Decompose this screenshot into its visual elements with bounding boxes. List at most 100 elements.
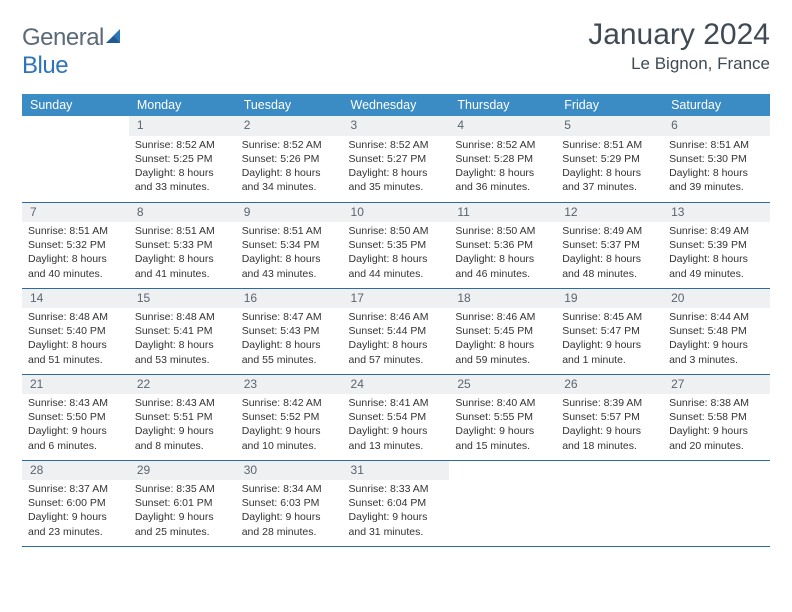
calendar-day-cell: 9Sunrise: 8:51 AMSunset: 5:34 PMDaylight…	[236, 202, 343, 288]
day-details: Sunrise: 8:38 AMSunset: 5:58 PMDaylight:…	[663, 394, 770, 457]
title-block: January 2024 Le Bignon, France	[588, 18, 770, 74]
day-number: 4	[449, 116, 556, 136]
day-number: 14	[22, 289, 129, 309]
day-number: 28	[22, 461, 129, 481]
calendar-week-row: 21Sunrise: 8:43 AMSunset: 5:50 PMDayligh…	[22, 374, 770, 460]
brand-sail-icon	[104, 24, 124, 52]
calendar-day-cell: 19Sunrise: 8:45 AMSunset: 5:47 PMDayligh…	[556, 288, 663, 374]
calendar-day-cell: 14Sunrise: 8:48 AMSunset: 5:40 PMDayligh…	[22, 288, 129, 374]
day-details: Sunrise: 8:35 AMSunset: 6:01 PMDaylight:…	[129, 480, 236, 543]
day-number	[556, 461, 663, 481]
day-number: 23	[236, 375, 343, 395]
calendar-day-cell: 24Sunrise: 8:41 AMSunset: 5:54 PMDayligh…	[343, 374, 450, 460]
calendar-day-cell: 22Sunrise: 8:43 AMSunset: 5:51 PMDayligh…	[129, 374, 236, 460]
day-details: Sunrise: 8:43 AMSunset: 5:51 PMDaylight:…	[129, 394, 236, 457]
calendar-day-cell: 25Sunrise: 8:40 AMSunset: 5:55 PMDayligh…	[449, 374, 556, 460]
day-details: Sunrise: 8:34 AMSunset: 6:03 PMDaylight:…	[236, 480, 343, 543]
calendar-day-cell: 20Sunrise: 8:44 AMSunset: 5:48 PMDayligh…	[663, 288, 770, 374]
day-number: 21	[22, 375, 129, 395]
day-number	[449, 461, 556, 481]
day-number: 19	[556, 289, 663, 309]
day-details: Sunrise: 8:52 AMSunset: 5:28 PMDaylight:…	[449, 136, 556, 199]
weekday-header: Sunday	[22, 94, 129, 116]
day-details: Sunrise: 8:51 AMSunset: 5:32 PMDaylight:…	[22, 222, 129, 285]
day-details: Sunrise: 8:45 AMSunset: 5:47 PMDaylight:…	[556, 308, 663, 371]
calendar-day-cell: 6Sunrise: 8:51 AMSunset: 5:30 PMDaylight…	[663, 116, 770, 202]
day-details: Sunrise: 8:51 AMSunset: 5:30 PMDaylight:…	[663, 136, 770, 199]
day-number: 12	[556, 203, 663, 223]
day-number: 3	[343, 116, 450, 136]
calendar-day-cell	[22, 116, 129, 202]
day-number: 15	[129, 289, 236, 309]
day-details: Sunrise: 8:52 AMSunset: 5:27 PMDaylight:…	[343, 136, 450, 199]
calendar-day-cell: 26Sunrise: 8:39 AMSunset: 5:57 PMDayligh…	[556, 374, 663, 460]
calendar-table: Sunday Monday Tuesday Wednesday Thursday…	[22, 94, 770, 547]
calendar-day-cell: 3Sunrise: 8:52 AMSunset: 5:27 PMDaylight…	[343, 116, 450, 202]
calendar-week-row: 1Sunrise: 8:52 AMSunset: 5:25 PMDaylight…	[22, 116, 770, 202]
calendar-day-cell: 30Sunrise: 8:34 AMSunset: 6:03 PMDayligh…	[236, 460, 343, 546]
day-details: Sunrise: 8:52 AMSunset: 5:25 PMDaylight:…	[129, 136, 236, 199]
weekday-header: Wednesday	[343, 94, 450, 116]
day-details: Sunrise: 8:51 AMSunset: 5:29 PMDaylight:…	[556, 136, 663, 199]
calendar-day-cell	[449, 460, 556, 546]
day-number: 8	[129, 203, 236, 223]
calendar-day-cell: 12Sunrise: 8:49 AMSunset: 5:37 PMDayligh…	[556, 202, 663, 288]
calendar-day-cell: 7Sunrise: 8:51 AMSunset: 5:32 PMDaylight…	[22, 202, 129, 288]
day-number: 30	[236, 461, 343, 481]
weekday-header: Thursday	[449, 94, 556, 116]
day-number: 20	[663, 289, 770, 309]
calendar-day-cell: 13Sunrise: 8:49 AMSunset: 5:39 PMDayligh…	[663, 202, 770, 288]
brand-text: General Blue	[22, 24, 124, 80]
day-number: 2	[236, 116, 343, 136]
day-details: Sunrise: 8:50 AMSunset: 5:36 PMDaylight:…	[449, 222, 556, 285]
header: General Blue January 2024 Le Bignon, Fra…	[22, 18, 770, 80]
weekday-header: Saturday	[663, 94, 770, 116]
day-number	[22, 116, 129, 136]
day-number: 16	[236, 289, 343, 309]
calendar-day-cell: 16Sunrise: 8:47 AMSunset: 5:43 PMDayligh…	[236, 288, 343, 374]
day-number: 18	[449, 289, 556, 309]
day-number: 6	[663, 116, 770, 136]
weekday-header: Tuesday	[236, 94, 343, 116]
day-details: Sunrise: 8:41 AMSunset: 5:54 PMDaylight:…	[343, 394, 450, 457]
day-details: Sunrise: 8:44 AMSunset: 5:48 PMDaylight:…	[663, 308, 770, 371]
day-details: Sunrise: 8:48 AMSunset: 5:41 PMDaylight:…	[129, 308, 236, 371]
day-details: Sunrise: 8:37 AMSunset: 6:00 PMDaylight:…	[22, 480, 129, 543]
day-number: 31	[343, 461, 450, 481]
day-number: 9	[236, 203, 343, 223]
day-number: 24	[343, 375, 450, 395]
brand-logo: General Blue	[22, 18, 124, 80]
day-number: 7	[22, 203, 129, 223]
weekday-header-row: Sunday Monday Tuesday Wednesday Thursday…	[22, 94, 770, 116]
day-number: 29	[129, 461, 236, 481]
calendar-day-cell: 4Sunrise: 8:52 AMSunset: 5:28 PMDaylight…	[449, 116, 556, 202]
location-label: Le Bignon, France	[588, 54, 770, 74]
weekday-header: Friday	[556, 94, 663, 116]
calendar-day-cell: 29Sunrise: 8:35 AMSunset: 6:01 PMDayligh…	[129, 460, 236, 546]
day-details: Sunrise: 8:51 AMSunset: 5:33 PMDaylight:…	[129, 222, 236, 285]
day-number: 25	[449, 375, 556, 395]
day-details: Sunrise: 8:50 AMSunset: 5:35 PMDaylight:…	[343, 222, 450, 285]
calendar-day-cell	[556, 460, 663, 546]
day-details: Sunrise: 8:47 AMSunset: 5:43 PMDaylight:…	[236, 308, 343, 371]
calendar-day-cell: 1Sunrise: 8:52 AMSunset: 5:25 PMDaylight…	[129, 116, 236, 202]
calendar-day-cell: 18Sunrise: 8:46 AMSunset: 5:45 PMDayligh…	[449, 288, 556, 374]
calendar-day-cell: 21Sunrise: 8:43 AMSunset: 5:50 PMDayligh…	[22, 374, 129, 460]
calendar-day-cell	[663, 460, 770, 546]
day-details: Sunrise: 8:33 AMSunset: 6:04 PMDaylight:…	[343, 480, 450, 543]
calendar-day-cell: 27Sunrise: 8:38 AMSunset: 5:58 PMDayligh…	[663, 374, 770, 460]
day-details: Sunrise: 8:42 AMSunset: 5:52 PMDaylight:…	[236, 394, 343, 457]
day-details: Sunrise: 8:48 AMSunset: 5:40 PMDaylight:…	[22, 308, 129, 371]
calendar-day-cell: 31Sunrise: 8:33 AMSunset: 6:04 PMDayligh…	[343, 460, 450, 546]
calendar-day-cell: 23Sunrise: 8:42 AMSunset: 5:52 PMDayligh…	[236, 374, 343, 460]
day-details: Sunrise: 8:40 AMSunset: 5:55 PMDaylight:…	[449, 394, 556, 457]
calendar-week-row: 28Sunrise: 8:37 AMSunset: 6:00 PMDayligh…	[22, 460, 770, 546]
calendar-week-row: 7Sunrise: 8:51 AMSunset: 5:32 PMDaylight…	[22, 202, 770, 288]
calendar-day-cell: 8Sunrise: 8:51 AMSunset: 5:33 PMDaylight…	[129, 202, 236, 288]
day-number	[663, 461, 770, 481]
day-number: 13	[663, 203, 770, 223]
day-details: Sunrise: 8:49 AMSunset: 5:37 PMDaylight:…	[556, 222, 663, 285]
day-details: Sunrise: 8:49 AMSunset: 5:39 PMDaylight:…	[663, 222, 770, 285]
calendar-day-cell: 10Sunrise: 8:50 AMSunset: 5:35 PMDayligh…	[343, 202, 450, 288]
day-details: Sunrise: 8:46 AMSunset: 5:45 PMDaylight:…	[449, 308, 556, 371]
